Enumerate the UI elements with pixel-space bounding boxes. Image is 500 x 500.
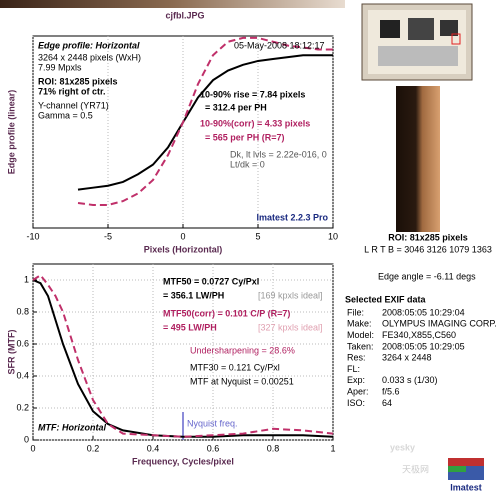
edge-gradient-bar xyxy=(0,0,345,8)
exif-value: 0.033 s (1/30) xyxy=(382,375,438,385)
annotation: Gamma = 0.5 xyxy=(38,110,93,120)
x-tick-label: 5 xyxy=(255,231,260,241)
exif-key: Aper: xyxy=(347,386,369,396)
exif-value: OLYMPUS IMAGING CORP. xyxy=(382,319,497,329)
x-tick-label: 0 xyxy=(30,443,35,453)
x-tick-label: 10 xyxy=(328,231,338,241)
series-line xyxy=(32,279,334,438)
exif-value: 2008:05:05 10:29:05 xyxy=(382,341,465,351)
series-line xyxy=(77,54,333,191)
exif-value: 64 xyxy=(382,398,392,408)
annotation: MTF50 = 0.0727 Cy/Pxl xyxy=(163,276,259,286)
annotation: 05-May-2008 18:12:17 xyxy=(234,40,325,50)
chart-title: MTF: Horizontal xyxy=(38,422,106,432)
y-tick-label: 0.6 xyxy=(16,338,29,348)
exif-value: FE340,X855,C560 xyxy=(382,330,456,340)
annotation: 10-90%(corr) = 4.33 pixels xyxy=(200,118,310,128)
exif-key: Model: xyxy=(347,330,374,340)
roi-strip xyxy=(396,86,440,232)
exif-key: ISO: xyxy=(347,398,365,408)
series-line xyxy=(32,273,334,438)
roi-label: ROI: 81x285 pixels xyxy=(388,232,468,242)
exif-value: 3264 x 2448 xyxy=(382,353,432,363)
annotation: [327 kpxls ideal] xyxy=(258,322,323,332)
nyquist-label: Nyquist freq. xyxy=(187,418,238,428)
annotation: 7.99 Mpxls xyxy=(38,62,82,72)
watermark-cn: 天极网 xyxy=(402,463,429,474)
annotation: Dk, lt lvls = 2.22e-016, 0 xyxy=(230,149,327,159)
annotation: ROI: 81x285 pixels xyxy=(38,76,118,86)
roi-lrtb: L R T B = 3046 3126 1079 1363 xyxy=(364,244,492,254)
x-tick-label: 0.6 xyxy=(207,443,220,453)
watermark: yesky xyxy=(390,442,415,452)
y-axis-label: Edge profile (linear) xyxy=(6,90,16,175)
x-tick-label: 1 xyxy=(330,443,335,453)
exif-key: Make: xyxy=(347,319,372,329)
annotation: Y-channel (YR71) xyxy=(38,100,109,110)
annotation: Undersharpening = 28.6% xyxy=(190,345,295,355)
annotation: = 565 per PH (R=7) xyxy=(205,132,285,142)
exif-value: f/5.6 xyxy=(382,386,400,396)
x-axis-label: Pixels (Horizontal) xyxy=(144,244,223,254)
y-tick-label: 0.8 xyxy=(16,306,29,316)
exif-table: File: 2008:05:05 10:29:04 Make: OLYMPUS IMA… xyxy=(347,307,497,407)
annotation: [169 kpxls ideal] xyxy=(258,290,323,300)
annotation: Imatest 2.2.3 Pro xyxy=(256,212,328,222)
annotation: MTF30 = 0.121 Cy/Pxl xyxy=(190,362,280,372)
exif-key: File: xyxy=(347,307,364,317)
annotation: 3264 x 2448 pixels (WxH) xyxy=(38,52,141,62)
thumbnail xyxy=(361,3,473,81)
y-axis-label: SFR (MTF) xyxy=(6,330,16,375)
y-tick-label: 0.4 xyxy=(16,370,29,380)
exif-value: 2008:05:05 10:29:04 xyxy=(382,307,465,317)
chart-title: Edge profile: Horizontal xyxy=(38,40,140,50)
exif-key: Exp: xyxy=(347,375,365,385)
exif-key: FL: xyxy=(347,364,360,374)
x-tick-label: -10 xyxy=(26,231,39,241)
y-tick-label: 1 xyxy=(24,274,29,284)
x-tick-label: -5 xyxy=(104,231,112,241)
x-tick-label: 0 xyxy=(180,231,185,241)
annotation: Lt/dk = 0 xyxy=(230,159,265,169)
annotation: = 312.4 per PH xyxy=(205,102,267,112)
annotation: = 356.1 LW/PH xyxy=(163,290,224,300)
y-tick-label: 0 xyxy=(24,434,29,444)
annotation: 71% right of ctr. xyxy=(38,86,106,96)
file-title: cjfbl.JPG xyxy=(165,10,204,20)
exif-key: Taken: xyxy=(347,341,374,351)
annotation: MTF50(corr) = 0.101 C/P (R=7) xyxy=(163,308,290,318)
exif-title: Selected EXIF data xyxy=(345,294,427,304)
x-axis-label: Frequency, Cycles/pixel xyxy=(132,456,234,466)
y-tick-label: 0.2 xyxy=(16,402,29,412)
logo-text: Imatest xyxy=(450,482,482,492)
annotation: MTF at Nyquist = 0.00251 xyxy=(190,376,294,386)
edge-angle: Edge angle = -6.11 degs xyxy=(378,271,476,281)
x-tick-label: 0.2 xyxy=(87,443,100,453)
exif-key: Res: xyxy=(347,353,366,363)
annotation: = 495 LW/PH xyxy=(163,322,217,332)
x-tick-label: 0.8 xyxy=(267,443,280,453)
x-tick-label: 0.4 xyxy=(147,443,160,453)
logo: Imatest xyxy=(448,458,484,492)
annotation: 10-90% rise = 7.84 pixels xyxy=(200,89,305,99)
